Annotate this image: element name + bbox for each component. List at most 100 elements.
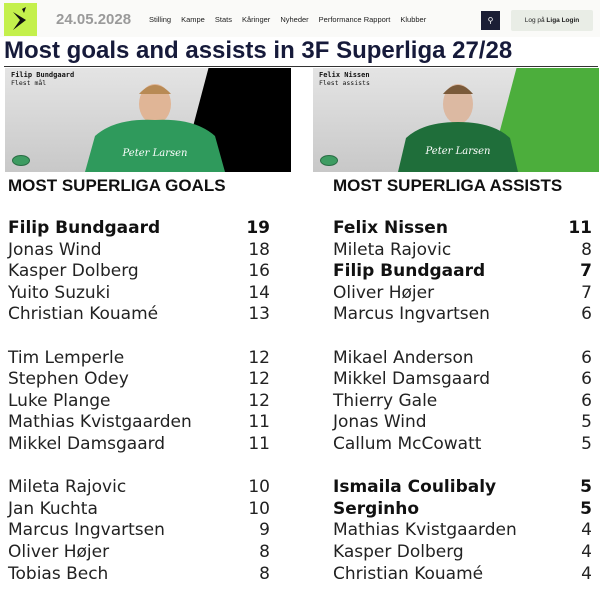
search-button[interactable]: ⚲: [481, 11, 500, 30]
stat-value: 4: [581, 541, 592, 562]
table-row: Mikkel Damsgaard 6: [333, 369, 592, 391]
stat-value: 12: [248, 390, 270, 411]
nav-kampe[interactable]: Kampe: [181, 15, 205, 24]
table-row: Christian Kouamé 13: [8, 304, 270, 326]
table-row: Filip Bundgaard 19: [8, 218, 270, 240]
stat-value: 10: [248, 498, 270, 519]
table-row: Jan Kuchta 10: [8, 499, 270, 521]
player-name: Jonas Wind: [8, 239, 102, 260]
assists-list: Felix Nissen 11 Mileta Rajovic 8 Filip Bundg…: [333, 218, 592, 585]
main-nav: Stilling Kampe Stats Kåringer Nyheder Pe…: [149, 15, 426, 24]
search-icon: ⚲: [487, 16, 494, 25]
player-name: Serginho: [333, 498, 420, 519]
table-row: Ismaila Coulibaly 5: [333, 477, 592, 499]
table-row: Mikkel Damsgaard 11: [8, 434, 270, 456]
player-name: Filip Bundgaard: [333, 261, 486, 282]
player-name: Mikkel Damsgaard: [8, 433, 166, 454]
stat-value: 8: [259, 541, 270, 562]
top-scorer-card: Peter Larsen Filip Bundgaard Flest mål: [5, 68, 291, 172]
table-row: Oliver Højer 8: [8, 542, 270, 564]
table-row: Kasper Dolberg 16: [8, 261, 270, 283]
player-name: Kasper Dolberg: [333, 541, 464, 562]
stat-value: 11: [568, 218, 592, 238]
player-name: Kasper Dolberg: [8, 261, 139, 282]
page-title: Most goals and assists in 3F Superliga 2…: [4, 37, 513, 64]
svg-text:Peter Larsen: Peter Larsen: [122, 148, 188, 159]
player-name: Christian Kouamé: [333, 563, 484, 584]
stat-value: 5: [580, 498, 592, 519]
player-name: Felix Nissen: [333, 218, 448, 238]
divider: [4, 66, 598, 67]
table-row: Kasper Dolberg 4: [333, 542, 592, 564]
table-row: Thierry Gale 6: [333, 391, 592, 413]
stat-value: 5: [581, 433, 592, 454]
table-row: Luke Plange 12: [8, 391, 270, 413]
table-row: Stephen Odey 12: [8, 369, 270, 391]
player-name: Yuito Suzuki: [8, 282, 111, 303]
table-row: Mathias Kvistgaarden 11: [8, 412, 270, 434]
player-name: Filip Bundgaard: [8, 218, 161, 238]
table-row: Jonas Wind 18: [8, 240, 270, 262]
player-name: Mileta Rajovic: [333, 239, 452, 260]
player-name: Tim Lemperle: [8, 347, 125, 368]
stat-value: 5: [580, 477, 592, 498]
stat-value: 18: [248, 239, 270, 260]
stat-value: 6: [581, 347, 592, 368]
stat-value: 10: [248, 477, 270, 498]
card-player-name: Felix Nissen: [319, 71, 370, 79]
player-name: Stephen Odey: [8, 369, 129, 390]
player-name: Oliver Højer: [8, 541, 110, 562]
table-row: Jonas Wind 5: [333, 412, 592, 434]
date-label: 24.05.2028: [56, 11, 132, 28]
svg-text:Peter Larsen: Peter Larsen: [425, 146, 491, 157]
nav-stats[interactable]: Stats: [214, 15, 232, 24]
superliga-logo[interactable]: [4, 3, 37, 36]
stat-value: 6: [581, 369, 592, 390]
player-name: Tobias Bech: [8, 563, 109, 584]
goals-list: Filip Bundgaard 19 Jonas Wind 18 Kasper Dolb…: [8, 218, 270, 585]
nav-klubber[interactable]: Klubber: [400, 15, 427, 24]
stat-value: 8: [259, 563, 270, 584]
stat-value: 4: [581, 563, 592, 584]
table-row: Mikael Anderson 6: [333, 348, 592, 370]
player-photo: Peter Larsen: [85, 84, 225, 172]
nav-stilling[interactable]: Stilling: [149, 15, 172, 24]
player-name: Mikael Anderson: [333, 347, 474, 368]
nav-performance-rapport[interactable]: Performance Rapport: [318, 15, 391, 24]
table-row: Callum McCowatt 5: [333, 434, 592, 456]
login-button[interactable]: Log på Liga Login: [511, 10, 593, 31]
assists-heading: MOST SUPERLIGA ASSISTS: [333, 176, 563, 195]
table-row: Mileta Rajovic 8: [333, 240, 592, 262]
table-row: Felix Nissen 11: [333, 218, 592, 240]
stat-value: 13: [248, 304, 270, 325]
player-name: Christian Kouamé: [8, 304, 159, 325]
login-prefix: Log på: [524, 17, 545, 24]
stat-value: 9: [259, 520, 270, 541]
table-row: Marcus Ingvartsen 6: [333, 304, 592, 326]
stat-value: 8: [581, 239, 592, 260]
table-row: Marcus Ingvartsen 9: [8, 520, 270, 542]
table-row: Yuito Suzuki 14: [8, 283, 270, 305]
player-name: Jan Kuchta: [8, 498, 98, 519]
stat-value: 6: [581, 304, 592, 325]
player-name: Mathias Kvistgaarden: [333, 520, 517, 541]
player-name: Marcus Ingvartsen: [8, 520, 165, 541]
player-name: Ismaila Coulibaly: [333, 477, 497, 498]
nav-karinger[interactable]: Kåringer: [241, 15, 271, 24]
stat-value: 16: [248, 261, 270, 282]
player-name: Thierry Gale: [333, 390, 438, 411]
table-row: Filip Bundgaard 7: [333, 261, 592, 283]
player-name: Mikkel Damsgaard: [333, 369, 491, 390]
nav-nyheder[interactable]: Nyheder: [280, 15, 309, 24]
player-name: Luke Plange: [8, 390, 111, 411]
player-name: Marcus Ingvartsen: [333, 304, 490, 325]
top-assister-card: Peter Larsen Felix Nissen Flest assists: [313, 68, 599, 172]
table-row: Serginho 5: [333, 499, 592, 521]
player-name: Oliver Højer: [333, 282, 435, 303]
player-name: Mileta Rajovic: [8, 477, 127, 498]
player-name: Mathias Kvistgaarden: [8, 412, 192, 433]
stat-value: 5: [581, 412, 592, 433]
stat-value: 11: [248, 412, 270, 433]
card-subtitle: Flest mål: [11, 79, 47, 87]
goals-heading: MOST SUPERLIGA GOALS: [8, 176, 226, 195]
